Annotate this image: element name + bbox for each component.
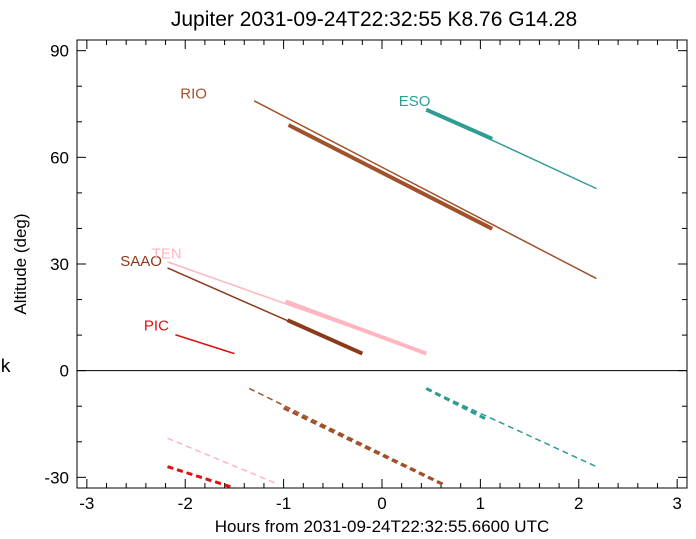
pic-below-horizon-thick-line (167, 465, 235, 490)
saao-night-segment (286, 318, 364, 356)
y-tick-label: 30 (50, 255, 69, 274)
x-tick-label: -1 (276, 494, 291, 513)
y-tick-label: 0 (60, 362, 69, 381)
x-tick-label: -3 (79, 494, 94, 513)
y-tick-label: -30 (44, 468, 69, 487)
axis-ticks: -3 -2 -1 0 1 2 3 -30 0 30 60 90 (44, 40, 687, 513)
x-tick-label: -2 (178, 494, 193, 513)
x-axis-label: Hours from 2031-09-24T22:32:55.6600 UTC (215, 517, 550, 536)
eso-night-segment (425, 107, 494, 141)
x-tick-label: 0 (377, 494, 386, 513)
y-axis-label: Altitude (deg) (11, 213, 30, 314)
saao-label: SAAO (120, 253, 162, 270)
pic-label: PIC (144, 317, 169, 334)
plot-frame (76, 39, 688, 489)
pic-altitude-line (175, 334, 235, 355)
rio-below-horizon-thick-line (282, 406, 444, 486)
x-tick-label: 2 (574, 494, 583, 513)
side-label: k (0, 356, 11, 377)
ten-night-segment (284, 299, 427, 356)
x-tick-label: 3 (672, 494, 681, 513)
ten-below-horizon-line (167, 437, 279, 486)
eso-label: ESO (399, 93, 431, 110)
ten-label: TEN (152, 246, 182, 263)
rio-label: RIO (180, 86, 207, 103)
y-tick-label: 90 (50, 42, 69, 61)
x-tick-label: 1 (476, 494, 485, 513)
rio-altitude-line (253, 100, 597, 280)
chart-title: Jupiter 2031-09-24T22:32:55 K8.76 G14.28 (171, 8, 577, 31)
y-tick-label: 60 (50, 148, 69, 167)
eso-below-horizon-thick-line (425, 387, 486, 421)
eso-below-horizon-line (425, 387, 597, 468)
rio-night-segment (287, 123, 494, 231)
series-layer (167, 100, 597, 490)
